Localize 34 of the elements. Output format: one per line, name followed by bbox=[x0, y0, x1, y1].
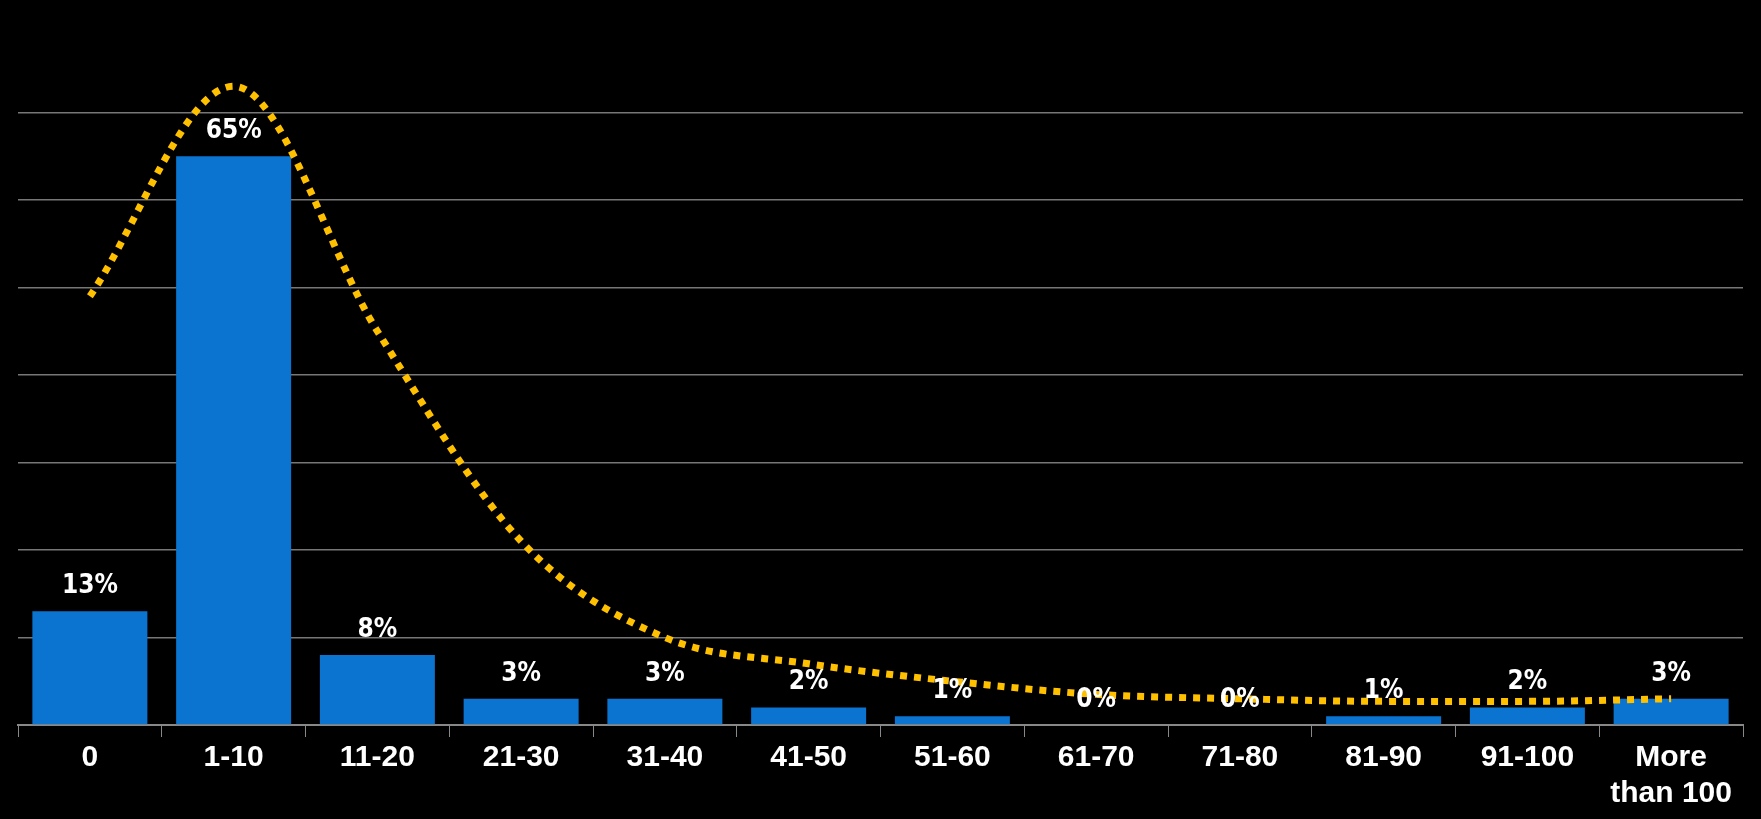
x-tick-label: 41-50 bbox=[770, 739, 847, 773]
data-label: 0% bbox=[1076, 682, 1116, 713]
x-tick-label: 51-60 bbox=[914, 739, 991, 773]
data-label: 3% bbox=[501, 656, 541, 687]
data-label: 1% bbox=[932, 674, 973, 704]
data-label: 0% bbox=[1220, 682, 1260, 713]
x-tick-label: 1-10 bbox=[203, 739, 264, 773]
bar bbox=[176, 156, 292, 725]
x-tick-label: 61-70 bbox=[1057, 739, 1135, 773]
bar bbox=[751, 707, 867, 725]
bar bbox=[32, 611, 148, 725]
data-label: 1% bbox=[1363, 674, 1404, 704]
data-label: 65% bbox=[205, 114, 262, 144]
bar bbox=[1613, 698, 1729, 725]
bar bbox=[607, 698, 723, 725]
x-tick-label: 81-90 bbox=[1345, 739, 1422, 773]
bar bbox=[319, 655, 435, 725]
x-tick-label: 11-20 bbox=[339, 739, 415, 773]
bar bbox=[463, 698, 579, 725]
x-tick-label: 71-80 bbox=[1201, 739, 1279, 773]
bar bbox=[894, 716, 1010, 725]
x-tick-label: 0 bbox=[81, 739, 99, 773]
x-tick-label: More than 100 bbox=[1610, 739, 1732, 809]
x-tick-label: 21-30 bbox=[482, 739, 560, 773]
x-tick-label: 31-40 bbox=[626, 739, 704, 773]
data-label: 13% bbox=[61, 569, 118, 599]
bar bbox=[1469, 707, 1585, 725]
x-tick-label: 91-100 bbox=[1480, 739, 1575, 773]
data-label: 2% bbox=[788, 665, 829, 696]
data-label: 8% bbox=[357, 612, 398, 643]
data-label: 2% bbox=[1507, 665, 1548, 696]
bar bbox=[1326, 716, 1442, 725]
data-label: 3% bbox=[1651, 656, 1691, 687]
data-label: 3% bbox=[645, 656, 685, 687]
